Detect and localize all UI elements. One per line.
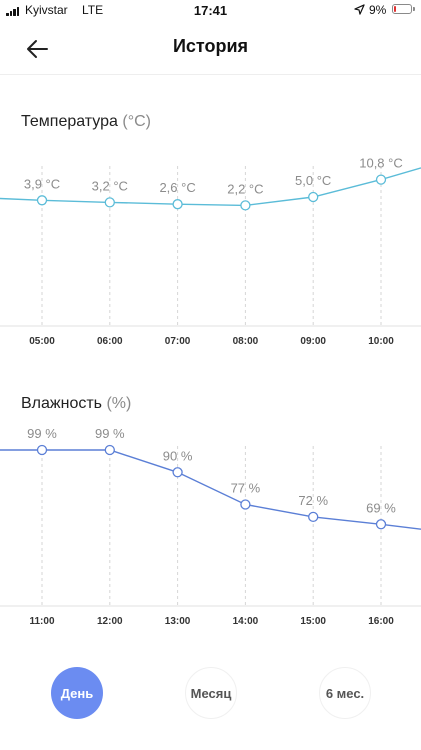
temperature-data-label: 10,8 °C <box>359 156 403 171</box>
temperature-data-label: 5,0 °C <box>295 173 331 188</box>
temperature-data-label: 2,2 °C <box>227 181 263 196</box>
temperature-x-tick: 10:00 <box>368 336 394 347</box>
humidity-data-point[interactable] <box>308 511 319 523</box>
temperature-x-tick: 05:00 <box>29 336 55 347</box>
temperature-section-title: Температура (°C) <box>21 113 151 131</box>
temperature-x-tick: 09:00 <box>300 336 326 347</box>
humidity-data-label: 77 % <box>231 480 261 495</box>
carrier-name: Kyivstar <box>25 3 68 17</box>
status-bar: Kyivstar LTE 17:41 9% <box>0 0 421 22</box>
humidity-data-point[interactable] <box>36 444 48 456</box>
humidity-data-label: 72 % <box>298 493 328 508</box>
temperature-data-point[interactable] <box>104 197 115 208</box>
humidity-x-tick: 14:00 <box>233 616 259 627</box>
temperature-x-tick: 06:00 <box>97 336 123 347</box>
humidity-data-label: 69 % <box>366 500 396 515</box>
humidity-chart: 99 % 11:00 99 % 12:00 90 % 13:00 77 % 14:00 72 %… <box>0 426 421 627</box>
humidity-data-point[interactable] <box>172 467 183 478</box>
humidity-x-tick: 15:00 <box>300 616 326 627</box>
tab-month[interactable]: Месяц <box>185 667 237 719</box>
battery-cap <box>413 7 415 11</box>
header-bar: История <box>0 24 421 75</box>
temperature-data-point[interactable] <box>375 174 387 185</box>
temperature-data-point[interactable] <box>172 199 183 210</box>
temperature-unit: (°C) <box>122 113 151 130</box>
battery-percentage: 9% <box>369 3 387 17</box>
humidity-data-point[interactable] <box>240 499 251 510</box>
humidity-x-tick: 16:00 <box>368 616 394 627</box>
humidity-data-label: 90 % <box>163 448 193 463</box>
temperature-x-tick: 08:00 <box>233 336 259 347</box>
temperature-data-point[interactable] <box>240 200 251 211</box>
humidity-x-tick: 12:00 <box>97 616 123 627</box>
temperature-title-text: Температура <box>21 113 118 130</box>
back-arrow-icon[interactable] <box>24 36 50 62</box>
tab-six-months[interactable]: 6 мес. <box>319 667 371 719</box>
humidity-x-tick: 13:00 <box>165 616 191 627</box>
temperature-data-point[interactable] <box>308 191 319 203</box>
humidity-unit: (%) <box>106 395 132 412</box>
network-type: LTE <box>82 3 104 17</box>
page-title: История <box>172 36 249 56</box>
humidity-section-title: Влажность (%) <box>21 395 131 413</box>
temperature-data-point[interactable] <box>36 195 48 206</box>
battery-level-fill <box>394 6 396 12</box>
temperature-chart: 3,9 °C 05:00 3,2 °C 06:00 2,6 °C 07:00 2,2 °C 0… <box>0 156 421 347</box>
signal-strength-icon <box>6 6 19 16</box>
humidity-data-point[interactable] <box>104 444 115 456</box>
status-time: 17:41 <box>193 3 228 18</box>
temperature-x-tick: 07:00 <box>165 336 191 347</box>
tab-day[interactable]: День <box>51 667 103 719</box>
temperature-data-label: 3,2 °C <box>92 178 128 193</box>
humidity-data-point[interactable] <box>375 519 387 530</box>
temperature-series-line <box>0 167 421 207</box>
humidity-x-tick: 11:00 <box>29 616 54 627</box>
humidity-data-label: 99 % <box>27 426 57 441</box>
battery-icon <box>392 4 412 14</box>
temperature-data-label: 3,9 °C <box>24 176 60 191</box>
temperature-data-label: 2,6 °C <box>159 180 195 195</box>
humidity-title-text: Влажность <box>21 395 103 412</box>
location-arrow-icon <box>354 4 365 15</box>
humidity-series-line <box>0 449 421 530</box>
humidity-data-label: 99 % <box>95 426 125 441</box>
